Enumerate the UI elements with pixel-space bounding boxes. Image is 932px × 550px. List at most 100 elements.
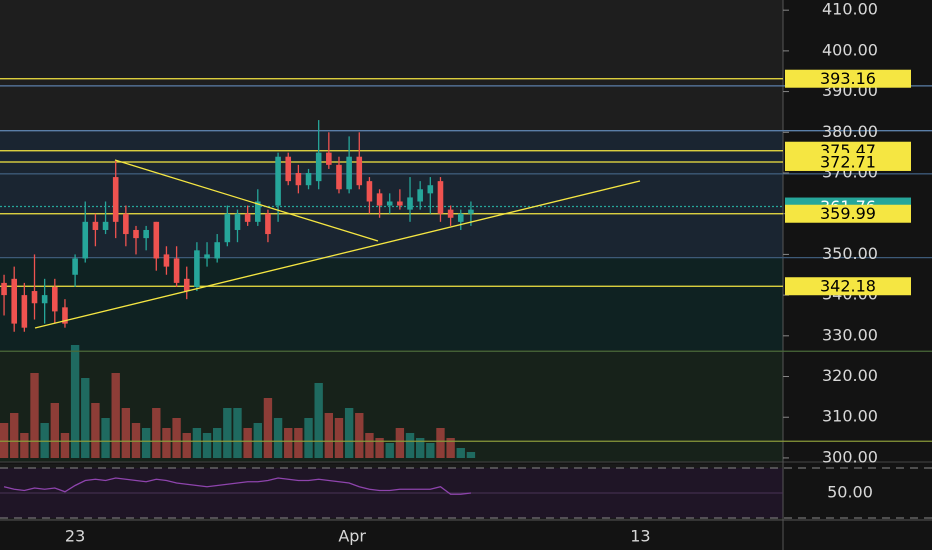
candle-body bbox=[275, 156, 281, 206]
candle-body bbox=[326, 152, 332, 165]
volume-bar bbox=[70, 345, 80, 458]
candle-body bbox=[315, 152, 322, 182]
volume-bar bbox=[233, 408, 242, 458]
candle-body bbox=[386, 201, 393, 206]
candle-body bbox=[376, 193, 383, 206]
volume-bar bbox=[426, 443, 435, 458]
candle-body bbox=[11, 278, 17, 324]
candle-body bbox=[356, 156, 363, 186]
price-tag-label: 359.99 bbox=[820, 204, 876, 223]
volume-bar bbox=[202, 433, 212, 458]
volume-bar bbox=[50, 403, 59, 458]
candle-body bbox=[62, 307, 68, 324]
volume-bar bbox=[385, 443, 394, 458]
volume-bar bbox=[10, 413, 19, 458]
zone bbox=[0, 131, 783, 258]
volume-bar bbox=[456, 448, 465, 458]
y-tick-label: 300.00 bbox=[822, 447, 878, 466]
volume-bar bbox=[192, 428, 202, 458]
y-tick-label: 380.00 bbox=[822, 122, 878, 141]
volume-bar bbox=[223, 408, 232, 458]
candle-body bbox=[437, 181, 444, 214]
candle-body bbox=[265, 213, 271, 235]
volume-bar bbox=[415, 438, 425, 458]
candle-body bbox=[163, 254, 170, 267]
volume-bar bbox=[314, 383, 323, 458]
volume-bar bbox=[40, 423, 49, 458]
price-tag-label: 372.71 bbox=[820, 152, 876, 171]
candle-body bbox=[1, 282, 7, 296]
candle-body bbox=[346, 156, 352, 190]
volume-bar bbox=[101, 418, 110, 458]
candle-body bbox=[447, 209, 454, 218]
candle-body bbox=[204, 254, 210, 259]
rsi-tick-label: 50.00 bbox=[827, 483, 873, 502]
candle-body bbox=[143, 229, 149, 239]
candle-body bbox=[123, 213, 129, 235]
candle-body bbox=[254, 201, 261, 222]
candle-body bbox=[305, 172, 312, 186]
y-tick-label: 330.00 bbox=[822, 325, 878, 344]
candle-body bbox=[102, 221, 109, 230]
candle-body bbox=[92, 221, 99, 230]
price-tag-label: 342.18 bbox=[820, 277, 876, 296]
volume-bar bbox=[405, 433, 415, 458]
candle-body bbox=[21, 295, 28, 328]
candle-body bbox=[427, 185, 434, 194]
volume-bar bbox=[213, 428, 222, 458]
volume-bar bbox=[30, 373, 39, 458]
candle-body bbox=[194, 250, 200, 287]
volume-bar bbox=[334, 418, 344, 458]
volume-bar bbox=[344, 408, 354, 458]
candle-body bbox=[224, 213, 231, 243]
candle-body bbox=[72, 258, 78, 275]
price-tag-label: 393.16 bbox=[820, 69, 876, 88]
volume-bar bbox=[466, 452, 476, 458]
rsi-line bbox=[3, 477, 471, 495]
volume-bar bbox=[375, 438, 384, 458]
volume-bar bbox=[263, 398, 273, 458]
x-tick-label: 23 bbox=[65, 527, 85, 546]
candle-body bbox=[173, 258, 180, 283]
volume-bar bbox=[355, 413, 364, 458]
y-tick-label: 350.00 bbox=[822, 244, 878, 263]
trend-line bbox=[114, 159, 379, 242]
y-tick-label: 400.00 bbox=[822, 40, 878, 59]
candle-body bbox=[112, 177, 119, 222]
volume-bar bbox=[111, 373, 120, 458]
volume-bar bbox=[0, 423, 9, 458]
price-tag bbox=[785, 204, 911, 223]
zone bbox=[0, 258, 783, 350]
volume-bar bbox=[91, 403, 100, 458]
candle-body bbox=[295, 172, 302, 186]
price-tag bbox=[785, 152, 911, 171]
candle-body bbox=[397, 201, 403, 206]
candle-body bbox=[41, 295, 48, 304]
volume-bar bbox=[273, 418, 283, 458]
volume-bar bbox=[304, 418, 313, 458]
volume-bar bbox=[121, 408, 131, 458]
price-tag bbox=[785, 277, 911, 296]
candle-body bbox=[407, 197, 413, 210]
candle-body bbox=[234, 213, 241, 230]
volume-bar bbox=[253, 423, 262, 458]
volume-bar bbox=[60, 433, 70, 458]
candle-body bbox=[183, 278, 190, 292]
candle-body bbox=[457, 213, 464, 222]
candle-body bbox=[214, 242, 220, 259]
candle-body bbox=[133, 229, 139, 239]
candle-body bbox=[336, 164, 342, 190]
candle-body bbox=[285, 156, 292, 182]
volume-bar bbox=[152, 408, 161, 458]
x-tick-label: Apr bbox=[338, 527, 366, 546]
volume-bar bbox=[365, 433, 374, 458]
price-tag bbox=[785, 69, 911, 88]
x-tick-label: 13 bbox=[630, 527, 650, 546]
candle-body bbox=[82, 221, 89, 259]
volume-bar bbox=[395, 428, 405, 458]
candle-body bbox=[244, 213, 251, 222]
y-tick-label: 410.00 bbox=[822, 0, 878, 19]
candle-body bbox=[31, 291, 38, 304]
volume-bar bbox=[243, 428, 252, 458]
